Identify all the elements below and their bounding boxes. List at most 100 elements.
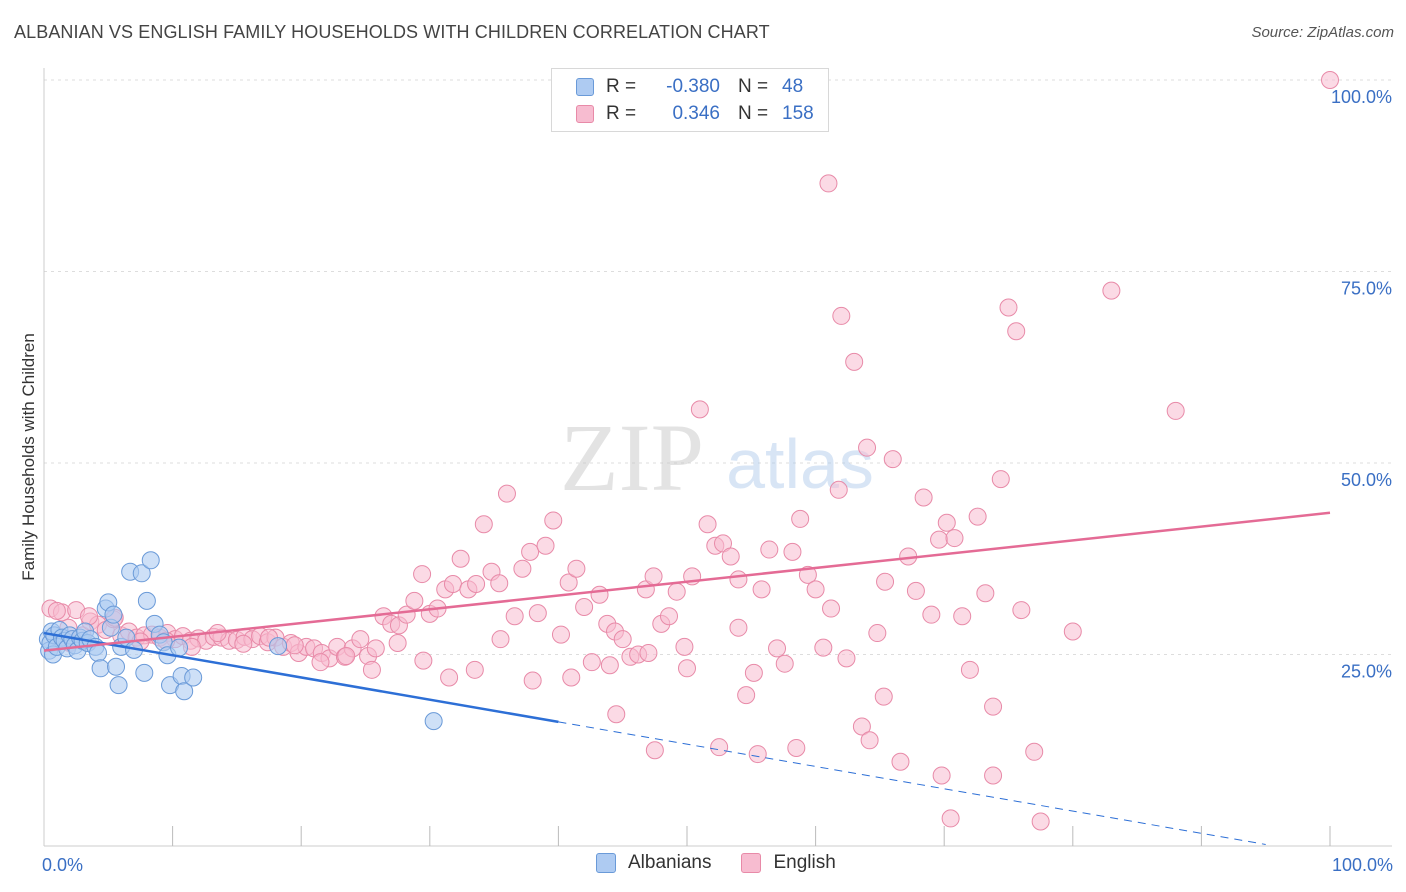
english-legend-label: English (773, 852, 836, 873)
english-point (678, 659, 696, 678)
english-point (932, 766, 951, 785)
legend-item-english[interactable]: English (741, 852, 836, 874)
english-point (991, 470, 1010, 489)
english-point (787, 738, 806, 757)
english-point (311, 653, 330, 672)
watermark: ZIP atlas (560, 404, 874, 511)
english-point (922, 605, 941, 624)
source-label: Source: ZipAtlas.com (1251, 24, 1394, 41)
albanian-point (135, 663, 154, 682)
english-point (829, 480, 848, 499)
albanians-legend-label: Albanians (628, 852, 712, 873)
english-point (366, 639, 385, 658)
english-point (513, 559, 532, 578)
english-point (1012, 601, 1031, 620)
tick-labels: 25.0% 50.0% 75.0% 100.0% 0.0% 100.0% (42, 87, 1393, 875)
english-point (845, 352, 864, 371)
english-point (690, 400, 709, 419)
english-point (405, 591, 424, 610)
english-point (752, 580, 771, 599)
english-point (467, 575, 486, 594)
english-point (1007, 322, 1026, 341)
english-point (659, 607, 678, 626)
r-label: R = (606, 103, 637, 124)
english-point (1321, 71, 1339, 89)
english-point (945, 529, 964, 548)
albanian-point (141, 551, 160, 570)
english-point (1063, 622, 1082, 641)
albanian-point (107, 657, 126, 676)
watermark-zip: ZIP (560, 404, 704, 511)
english-point (536, 536, 555, 555)
english-point (837, 649, 856, 668)
albanian-point (109, 676, 128, 695)
english-point (523, 671, 542, 690)
albanians-trend-line (43, 631, 559, 724)
albanians-swatch (576, 78, 594, 96)
n-label: N = (738, 103, 769, 124)
watermark-atlas: atlas (726, 425, 874, 503)
x-tick-label: 100.0% (1332, 855, 1393, 875)
english-point (883, 450, 902, 469)
english-point (729, 618, 748, 637)
english-point (562, 668, 581, 687)
english-trend-line (43, 511, 1331, 652)
english-point (1102, 281, 1121, 300)
english-point (783, 542, 802, 561)
n-value: 48 (782, 76, 804, 97)
english-point (744, 663, 763, 682)
y-tick-label: 50.0% (1341, 470, 1392, 490)
english-point (874, 687, 893, 706)
albanians-legend-swatch (596, 853, 616, 873)
english-point (590, 585, 609, 604)
english-point (832, 306, 851, 325)
english-point (613, 630, 632, 649)
english-point (474, 515, 493, 534)
english-point (645, 741, 664, 760)
english-point (567, 559, 586, 578)
albanian-point (89, 643, 108, 662)
english-point (860, 731, 879, 750)
r-value: -0.380 (666, 76, 720, 97)
english-point (906, 581, 925, 600)
correlation-legend: R = -0.380 N = 48 R = 0.346 N = 158 (551, 68, 829, 132)
english-point (768, 639, 787, 658)
y-axis-label: Family Households with Children (19, 333, 38, 581)
legend-item-albanians[interactable]: Albanians (596, 852, 711, 874)
y-tick-label: 75.0% (1341, 279, 1392, 299)
english-point (852, 717, 871, 736)
english-point (953, 607, 972, 626)
english-points (41, 71, 1339, 831)
english-point (414, 651, 433, 670)
english-point (976, 584, 995, 603)
albanian-point (137, 591, 156, 610)
albanian-point (170, 638, 189, 657)
english-point (930, 530, 949, 549)
r-value: 0.346 (672, 103, 720, 124)
english-point (667, 582, 686, 601)
grid-lines (44, 79, 1392, 655)
x-tick-label: 0.0% (42, 855, 83, 875)
english-point (868, 624, 887, 643)
english-point (582, 653, 601, 672)
english-point (1025, 742, 1044, 761)
english-point (675, 637, 694, 656)
english-point (440, 668, 459, 687)
english-point (748, 745, 767, 764)
english-point (941, 809, 960, 828)
english-point (968, 507, 987, 526)
english-point (729, 570, 748, 589)
english-point (491, 630, 510, 649)
n-label: N = (738, 76, 769, 97)
english-point (760, 540, 779, 559)
albanian-point (91, 659, 110, 678)
albanian-point (132, 564, 151, 583)
albanians-trend-extension (558, 721, 1266, 845)
english-point (465, 660, 484, 679)
y-tick-label: 100.0% (1331, 87, 1392, 107)
english-point (388, 634, 407, 653)
english-point (505, 607, 524, 626)
albanian-point (184, 668, 203, 687)
english-legend-swatch (741, 853, 762, 873)
